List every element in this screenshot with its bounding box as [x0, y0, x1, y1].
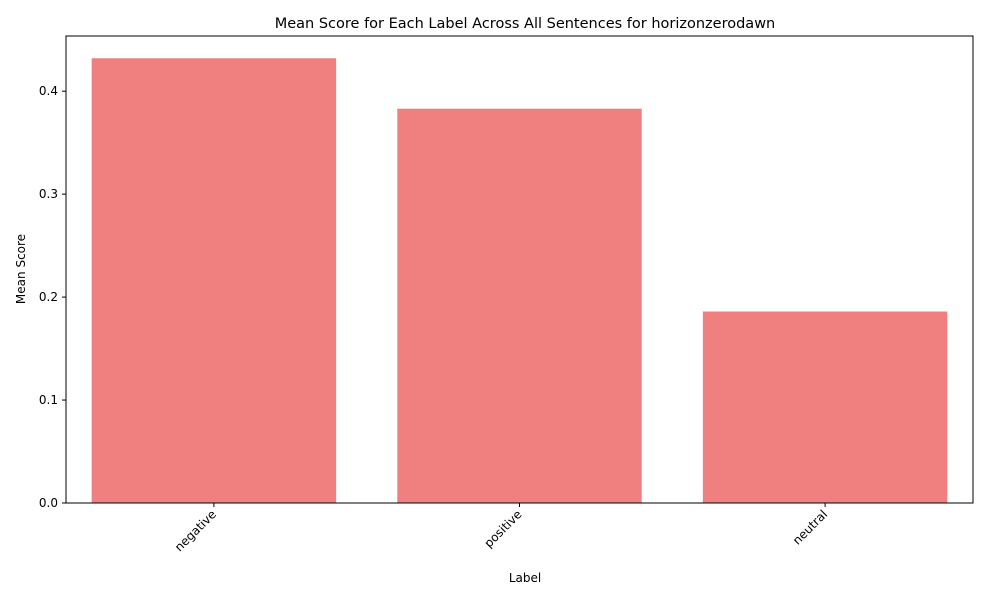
- y-axis-label: Mean Score: [14, 234, 28, 304]
- chart-title: Mean Score for Each Label Across All Sen…: [275, 16, 776, 32]
- bar-negative: [91, 58, 337, 503]
- bar-neutral: [702, 311, 948, 503]
- x-tick-label: neutral: [790, 507, 830, 547]
- y-axis: 0.0 0.1 0.2 0.3 0.4: [39, 84, 66, 510]
- x-axis-label: Label: [509, 571, 541, 585]
- y-tick-label: 0.1: [39, 393, 58, 407]
- x-tick-label: negative: [172, 507, 219, 554]
- x-tick-label: positive: [481, 507, 524, 550]
- y-tick-label: 0.2: [39, 290, 58, 304]
- y-tick-label: 0.0: [39, 496, 58, 510]
- plot-area: [65, 35, 974, 504]
- y-tick-label: 0.4: [39, 84, 58, 98]
- x-axis: negative positive neutral: [172, 503, 830, 554]
- y-tick-label: 0.3: [39, 187, 58, 201]
- bar-positive: [397, 108, 642, 504]
